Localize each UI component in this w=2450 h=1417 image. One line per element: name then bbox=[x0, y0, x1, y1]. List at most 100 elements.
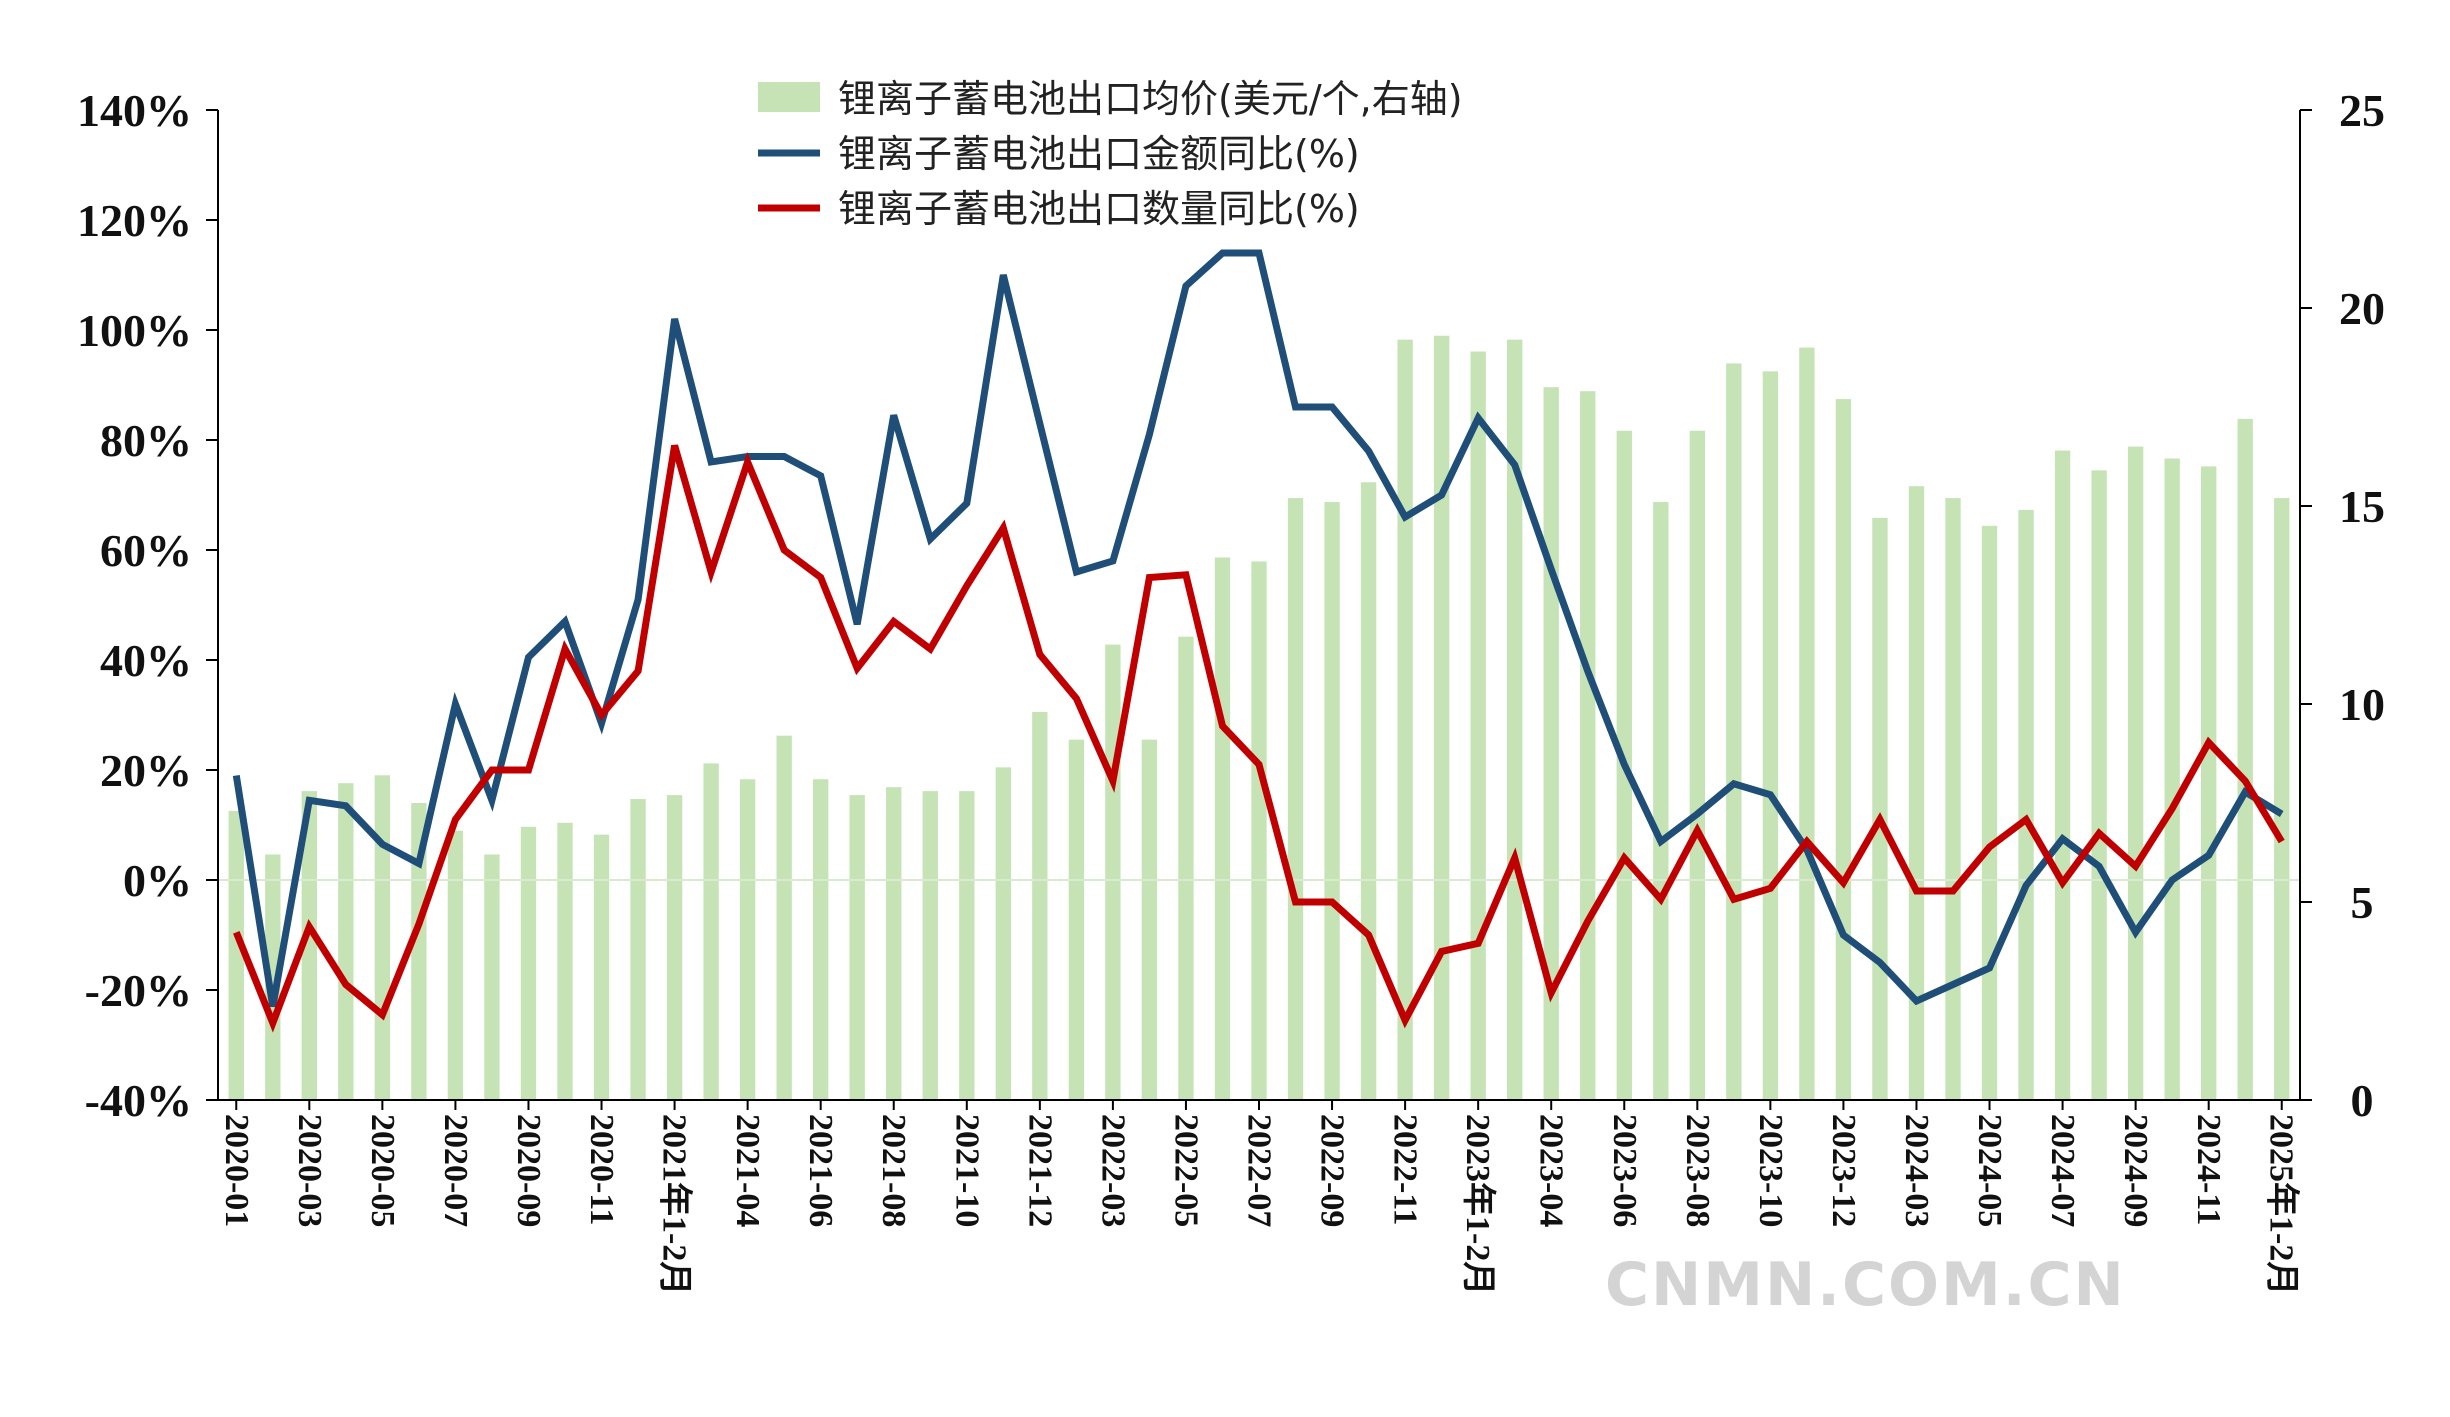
price-bars-layer bbox=[228, 335, 2290, 1101]
left-tick-label: 40% bbox=[100, 635, 192, 686]
right-tick-label: 25 bbox=[2339, 85, 2385, 136]
left-tick-label: -40% bbox=[85, 1075, 192, 1126]
series-lines-layer bbox=[232, 249, 2285, 1033]
price-bar bbox=[995, 767, 1011, 1100]
x-tick-label: 2021年1-2月 bbox=[656, 1114, 694, 1295]
x-tick-label: 2023-04 bbox=[1533, 1114, 1570, 1227]
price-bar bbox=[557, 822, 573, 1100]
price-bar bbox=[1141, 739, 1158, 1100]
x-tick-label: 2020-05 bbox=[364, 1114, 401, 1227]
legend-swatch-bar bbox=[758, 82, 820, 112]
price-bar bbox=[1178, 636, 1194, 1100]
x-tick-label: 2024-07 bbox=[2044, 1114, 2081, 1227]
price-bar bbox=[1251, 561, 1267, 1100]
x-tick-label: 2021-12 bbox=[1021, 1114, 1058, 1227]
x-tick-label: 2020-01 bbox=[218, 1114, 255, 1227]
x-tick-label: 2021-10 bbox=[948, 1114, 985, 1227]
export-value-yoy-line bbox=[232, 249, 2284, 1008]
price-bar bbox=[849, 795, 865, 1100]
x-tick-label: 2022-03 bbox=[1094, 1114, 1131, 1227]
x-tick-label: 2022-11 bbox=[1387, 1114, 1424, 1225]
price-bar bbox=[959, 791, 975, 1100]
price-bar bbox=[520, 826, 537, 1100]
price-bar bbox=[2274, 498, 2290, 1101]
price-bar bbox=[1032, 711, 1048, 1100]
left-tick-label: 100% bbox=[77, 305, 192, 356]
x-tick-label: 2024-05 bbox=[1971, 1114, 2008, 1227]
left-tick-label: 80% bbox=[100, 415, 192, 466]
right-tick-label: 0 bbox=[2351, 1075, 2374, 1126]
right-tick-label: 20 bbox=[2339, 283, 2385, 334]
x-tick-label: 2023-10 bbox=[1752, 1114, 1789, 1227]
legend-entry: 锂离子蓄电池出口数量同比(%) bbox=[838, 187, 1360, 231]
price-bar bbox=[1981, 525, 1998, 1100]
price-bar bbox=[1908, 486, 1925, 1100]
price-bar bbox=[1433, 335, 1450, 1101]
price-bar bbox=[411, 803, 427, 1100]
x-tick-label: 2023年1-2月 bbox=[1460, 1114, 1498, 1295]
left-tick-label: 60% bbox=[100, 525, 192, 576]
price-bar bbox=[1945, 498, 1961, 1101]
price-bar bbox=[2054, 450, 2071, 1100]
x-tick-label: 2021-08 bbox=[875, 1114, 912, 1227]
price-bar bbox=[374, 775, 391, 1100]
left-tick-label: 120% bbox=[77, 195, 192, 246]
price-bar bbox=[1653, 502, 1669, 1100]
price-bar bbox=[447, 830, 464, 1100]
price-bar bbox=[2091, 470, 2107, 1100]
x-tick-label: 2025年1-2月 bbox=[2263, 1114, 2301, 1295]
x-tick-label: 2023-06 bbox=[1606, 1114, 1643, 1227]
price-bar bbox=[703, 763, 719, 1100]
price-bar bbox=[2201, 466, 2217, 1100]
axes-layer: -40% -20% 0% 20% 40% 60% 80% 100% 120% 140% 0 5 10 15… bbox=[77, 85, 2385, 1295]
price-bar bbox=[776, 735, 792, 1100]
price-bar bbox=[1105, 644, 1121, 1100]
price-bar bbox=[593, 834, 610, 1100]
price-bar bbox=[1470, 351, 1486, 1100]
price-bar bbox=[1580, 391, 1596, 1100]
price-bar bbox=[1068, 739, 1085, 1100]
price-bar bbox=[2164, 458, 2180, 1101]
price-bar bbox=[1360, 482, 1377, 1100]
price-bar bbox=[922, 791, 938, 1100]
x-tick-label: 2020-03 bbox=[291, 1114, 328, 1227]
price-bar bbox=[338, 783, 354, 1100]
left-tick-label: 140% bbox=[77, 85, 192, 136]
x-tick-label: 2022-09 bbox=[1314, 1114, 1351, 1227]
price-bar bbox=[1507, 339, 1523, 1100]
x-tick-label: 2024-03 bbox=[1898, 1114, 1935, 1227]
right-tick-label: 5 bbox=[2351, 877, 2374, 928]
price-bar bbox=[301, 791, 317, 1100]
x-tick-label: 2021-06 bbox=[802, 1114, 839, 1227]
price-bar bbox=[2237, 418, 2253, 1100]
price-bar bbox=[666, 795, 683, 1100]
left-tick-label: 20% bbox=[100, 745, 192, 796]
x-tick-label: 2020-09 bbox=[510, 1114, 547, 1227]
x-tick-label: 2024-11 bbox=[2190, 1114, 2227, 1225]
price-bar bbox=[1872, 517, 1888, 1100]
x-tick-label: 2024-09 bbox=[2117, 1114, 2154, 1227]
x-tick-label: 2023-12 bbox=[1825, 1114, 1862, 1227]
price-bar bbox=[1397, 339, 1413, 1100]
left-tick-label: -20% bbox=[85, 965, 192, 1016]
price-bar bbox=[739, 779, 756, 1100]
price-bar bbox=[484, 854, 500, 1100]
legend-entry: 锂离子蓄电池出口金额同比(%) bbox=[838, 132, 1360, 176]
x-tick-label: 2022-05 bbox=[1167, 1114, 1204, 1227]
x-tick-label-line: 2021年1-2月 bbox=[656, 1114, 694, 1295]
price-bar bbox=[1762, 371, 1779, 1100]
price-bar bbox=[228, 810, 244, 1100]
price-bar bbox=[1214, 557, 1231, 1100]
price-bar bbox=[886, 787, 902, 1100]
export-quantity-yoy-line bbox=[233, 444, 2285, 1033]
legend-entry: 锂离子蓄电池出口均价(美元/个,右轴) bbox=[838, 77, 1463, 121]
price-bar bbox=[2127, 446, 2144, 1101]
price-bar bbox=[1726, 363, 1742, 1100]
price-bar bbox=[265, 854, 281, 1100]
x-tick-label: 2022-07 bbox=[1241, 1114, 1278, 1227]
left-tick-label: 0% bbox=[123, 855, 192, 906]
price-bar bbox=[1287, 498, 1304, 1101]
right-tick-label: 10 bbox=[2339, 679, 2385, 730]
x-tick-label-line: 2023年1-2月 bbox=[1460, 1114, 1498, 1295]
